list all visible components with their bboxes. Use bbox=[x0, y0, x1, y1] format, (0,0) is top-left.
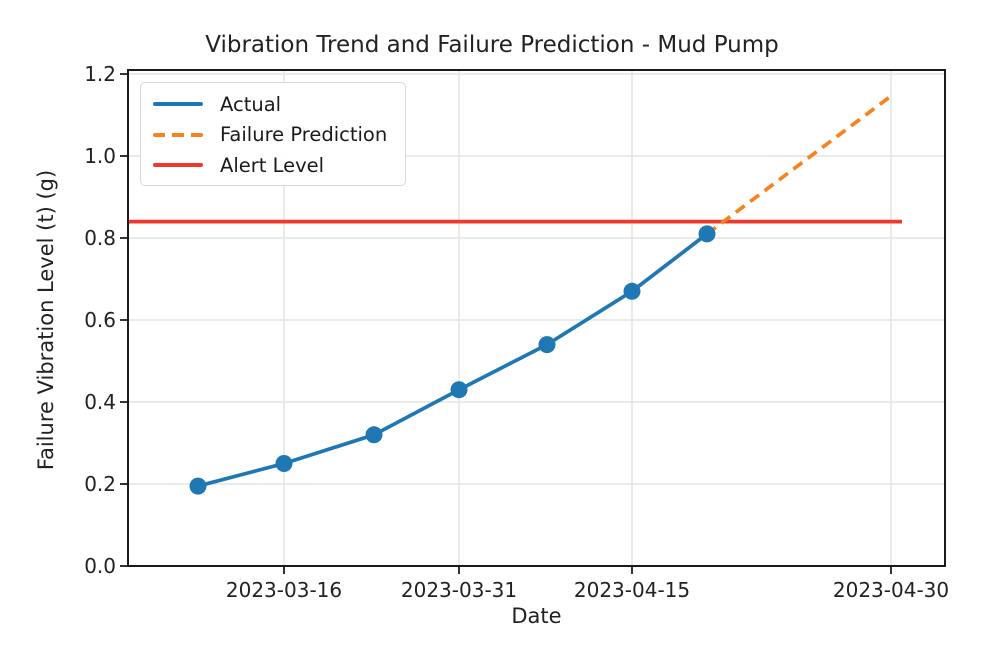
legend-label-failure-prediction: Failure Prediction bbox=[220, 123, 388, 147]
chart-title: Vibration Trend and Failure Prediction -… bbox=[205, 32, 779, 58]
legend-item-alert-level: Alert Level bbox=[153, 150, 393, 181]
y-tick-label: 1.0 bbox=[84, 144, 116, 168]
x-tick-label: 2023-03-31 bbox=[400, 578, 518, 602]
y-tick-label: 1.2 bbox=[84, 62, 116, 86]
y-tick-label: 0.0 bbox=[84, 554, 116, 578]
y-tick-label: 0.2 bbox=[84, 472, 116, 496]
y-tick-label: 0.6 bbox=[84, 308, 116, 332]
x-tick-label: 2023-04-30 bbox=[832, 578, 950, 602]
legend-item-failure-prediction: Failure Prediction bbox=[153, 120, 393, 151]
y-tick-label: 0.4 bbox=[84, 390, 116, 414]
x-tick-label: 2023-03-16 bbox=[225, 578, 343, 602]
y-tick-label: 0.8 bbox=[84, 226, 116, 250]
legend-line-failure-prediction-icon bbox=[153, 132, 203, 137]
legend-item-actual: Actual bbox=[153, 89, 393, 120]
legend-label-alert-level: Alert Level bbox=[220, 153, 325, 177]
legend-line-alert-level-icon bbox=[153, 163, 203, 168]
legend: Actual Failure Prediction Alert Level bbox=[140, 82, 406, 186]
legend-line-actual-icon bbox=[153, 102, 203, 107]
x-tick-label: 2023-04-15 bbox=[573, 578, 691, 602]
legend-label-actual: Actual bbox=[220, 92, 282, 116]
x-axis-label: Date bbox=[511, 604, 562, 628]
